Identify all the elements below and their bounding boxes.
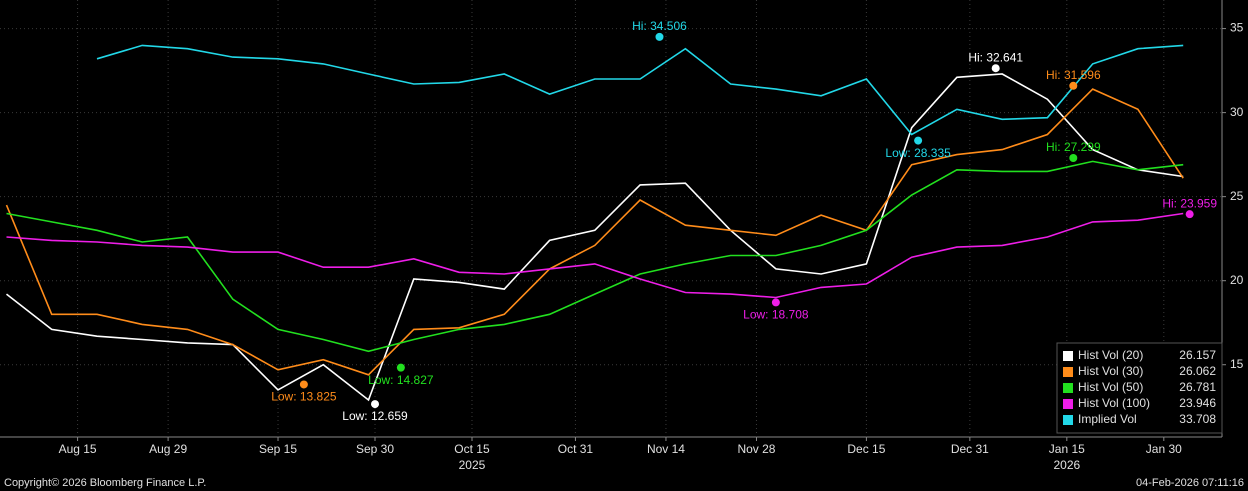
extreme-marker [1069,81,1078,90]
y-tick-label: 20 [1230,273,1244,287]
legend-label: Hist Vol (100) [1078,396,1150,410]
x-tick-label: Sep 15 [259,442,297,456]
legend-swatch [1063,383,1073,393]
extreme-marker [371,400,380,409]
annotation-label: Hi: 34.506 [632,19,687,33]
copyright: Copyright© 2026 Bloomberg Finance L.P. [4,477,206,489]
x-tick-label: Aug 15 [59,442,97,456]
extreme-marker [1069,154,1078,163]
year-label: 2025 [459,458,486,472]
series-line [6,212,1184,299]
timestamp: 04-Feb-2026 07:11:16 [1136,477,1244,489]
extreme-marker [914,136,923,145]
series-line [5,88,1184,376]
y-tick-label: 25 [1230,189,1244,203]
legend-value: 23.946 [1179,396,1216,410]
extreme-marker [771,298,780,307]
legend-value: 26.062 [1179,364,1216,378]
extreme-marker [396,363,405,372]
annotation-label: Low: 18.708 [743,308,809,322]
x-tick-label: Sep 30 [356,442,394,456]
legend-label: Hist Vol (30) [1078,364,1143,378]
x-tick-label: Oct 31 [558,442,594,456]
legend-value: 26.157 [1179,348,1216,362]
x-tick-label: Aug 29 [149,442,187,456]
annotation-label: Low: 13.825 [271,390,337,404]
series-line [6,160,1184,353]
legend-label: Hist Vol (50) [1078,380,1143,394]
annotation-label: Low: 14.827 [368,373,434,387]
legend-swatch [1063,367,1073,377]
annotation-label: Low: 28.335 [885,146,951,160]
x-tick-label: Dec 15 [847,442,885,456]
y-tick-label: 15 [1230,357,1244,371]
year-label: 2026 [1053,458,1080,472]
x-tick-label: Oct 15 [454,442,490,456]
extreme-marker [655,32,664,41]
series-line [6,73,1184,402]
legend-box [1056,342,1223,434]
x-tick-label: Dec 31 [951,442,989,456]
legend-value: 33.708 [1179,412,1216,426]
extreme-marker [299,380,308,389]
extreme-marker [991,64,1000,73]
y-tick-label: 30 [1230,105,1244,119]
extreme-marker [1185,210,1194,219]
annotation-label: Hi: 31.596 [1046,68,1101,82]
legend-label: Hist Vol (20) [1078,348,1143,362]
annotation-label: Low: 12.659 [342,409,408,423]
x-tick-label: Jan 15 [1049,442,1085,456]
legend-swatch [1063,399,1073,409]
x-tick-label: Nov 14 [647,442,685,456]
x-tick-label: Nov 28 [737,442,775,456]
annotation-label: Hi: 27.299 [1046,140,1101,154]
legend-label: Implied Vol [1078,412,1137,426]
legend-swatch [1063,351,1073,361]
y-tick-label: 35 [1230,21,1244,35]
legend-value: 26.781 [1179,380,1216,394]
annotation-label: Hi: 32.641 [968,50,1023,64]
series-line [96,44,1184,136]
legend-swatch [1063,415,1073,425]
annotation-label: Hi: 23.959 [1162,196,1217,210]
x-tick-label: Jan 30 [1146,442,1182,456]
